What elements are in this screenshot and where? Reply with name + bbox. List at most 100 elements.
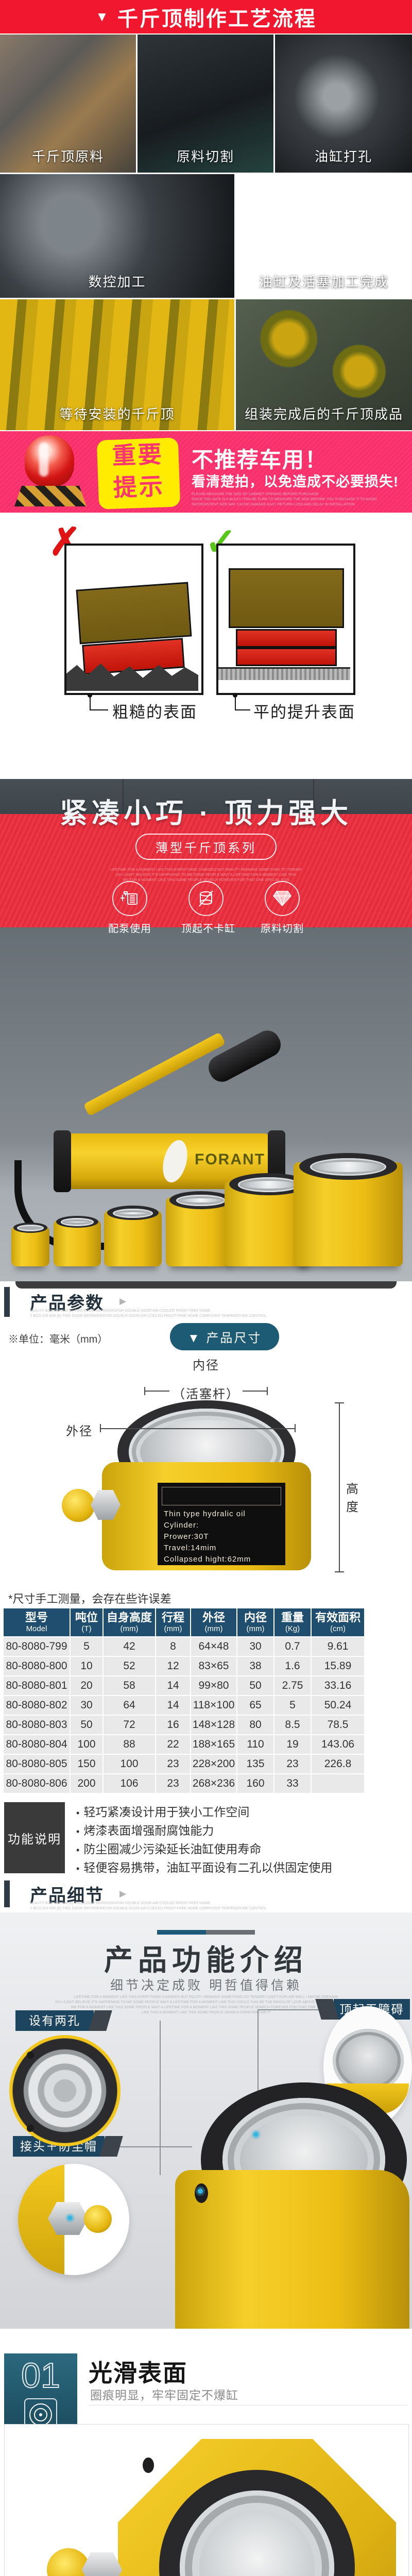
pump-icon [112,881,147,916]
process-photo-cutting: 原料切割 [138,35,273,173]
alarm-siren-icon [9,435,92,510]
callout-dot [253,2132,259,2137]
table-row: 80-8080-801 20 58 14 99×80 50 2.75 33.16 [4,1676,364,1695]
coupler-nut [82,2552,122,2576]
unit-note: ※单位：毫米（mm） [8,1334,108,1345]
section-01-title: 光滑表面 [89,2360,187,2386]
section-01-photo [4,2424,409,2576]
dim-label-piston: （活塞杆） [169,1384,243,1402]
function-notes-label: 功能说明 [4,1802,65,1873]
notice-fine-print: PLEASE MEASURE THE SIZE OF CABINET OPENI… [192,493,377,506]
callout-dot [198,2189,203,2194]
process-photo-waiting-jacks: 等待安装的千斤顶 [0,299,234,430]
connector-dot [88,693,92,698]
rough-surface-figure [64,544,203,695]
process-title-banner: ▼ 千斤顶制作工艺流程 [0,0,412,33]
process-photo-raw-material: 千斤顶原料 [0,35,136,173]
feature-cutting: 原料切割 [258,881,307,935]
mount-hole [27,2052,34,2059]
feature-no-stuck: 顶起不卡缸 [181,881,235,935]
two-tone-bar [157,1930,255,1935]
triangle-down-icon: ▼ [95,9,110,24]
photo-caption: 等待安装的千斤顶 [59,406,175,422]
dim-label-outer-diameter: 外径 [66,1425,93,1438]
photo-caption: 油缸打孔 [314,149,372,164]
promo-banner-section: 紧凑小巧 · 顶力强大 薄型千斤顶系列 LIFETIME FOR A MOMEN… [0,779,412,1281]
photo-caption: 原料切割 [176,149,234,164]
promo-fine-print: LIFETIME FOR A MOMENT LIKE THIS EVERYTHI… [110,868,302,882]
dimension-diagram: 内径 （活塞杆） Thin type hydralic oil Cylinder… [57,1355,358,1588]
dim-label-inner-diameter: 内径 [193,1359,219,1372]
table-row: 80-8080-802 30 64 14 118×100 65 5 50.24 [4,1696,364,1715]
diamond-icon [265,881,300,916]
promo-title: 紧凑小巧 · 顶力强大 [60,798,352,829]
coupler-detail-photo [18,2164,129,2275]
function-notes-list: 轻巧紧凑设计用于狭小工作空间 烤漆表面增强耐腐蚀能力 防尘圈减少污染延长油缸使用… [76,1803,396,1877]
process-photo-cnc: 数控加工 [0,174,234,298]
details-heading: 产品细节 [30,1886,104,1906]
jack-product-photo [104,1206,162,1266]
triangle-down-icon: ▼ [187,1331,201,1345]
product-size-button[interactable]: ▼ 产品尺寸 [170,1323,280,1350]
feature-icons-row: 配泵使用 顶起不卡缸 原料切割 [0,881,412,935]
callout-dot [67,2215,73,2221]
pump-lever [83,1032,226,1116]
table-row: 80-8080-804 100 88 22 188×165 110 19 143.06 [4,1735,364,1754]
spec-table: 型号 Model 吨位 (T) 自身高度 (mm) 行程 (mm) 外径 (mm) 内径(… [3,1607,365,1794]
jack-product-photo [294,1153,403,1266]
dim-label-height: 高度 [346,1482,359,1514]
process-photo-finished-jacks: 组装完成后的千斤顶成品 [236,299,412,430]
measure-note: *尺寸手工测量，会存在些许误差 [8,1592,171,1605]
jack-label-plate: Thin type hydralic oil Cylinder: Prower:… [158,1483,285,1565]
callout-line [120,2146,192,2147]
section-number: 01 [21,2356,61,2395]
section-01-subtitle: 圈痕明显，牢牢固定不爆缸 [90,2388,238,2402]
callout-two-holes: 设有两孔 [15,2010,94,2031]
connector-dot [233,693,237,698]
function-intro-hero: 产品功能介绍 细节决定成败 明哲值得信赖 LIFETIME FOR A MOME… [0,1912,412,2329]
hero-fine-print: LIFETIME FOR A MOMENT LIKE THIS EVERYTHI… [55,1995,357,2014]
connector-line [235,709,250,710]
surface-comparison-section: ✗ ✓ 粗糙的表面 平的提升表面 为了正确操作，所有油缸需与坚固的顶升表面相连，… [0,513,412,1289]
no-stuck-cylinder-icon [188,881,224,916]
heading-bar [4,1287,10,1317]
spec-table-header-row: 型号 Model 吨位 (T) 自身高度 (mm) 行程 (mm) 外径 (mm) 内径(… [4,1608,364,1636]
params-heading: 产品参数 [30,1294,104,1313]
connector-line [235,696,236,710]
mount-hole [27,2125,34,2132]
main-jack-photo [175,2082,409,2329]
mount-hole [143,2458,154,2473]
coupler-nut [91,1490,121,1520]
list-item: 轻巧紧凑设计用于狭小工作空间 [76,1803,396,1822]
connector-line [90,696,91,710]
photo-caption: 油缸及活塞加工完成 [259,274,389,290]
hero-title: 产品功能介绍 [104,1945,308,1977]
heading-arrow-icon: ▶ [119,1296,127,1306]
list-item: 轻便容易携带，油缸平面设有二孔以供固定使用 [76,1859,396,1877]
table-row: 80-8080-806 200 106 23 268×236 160 33 [4,1774,364,1793]
important-badge: 重要 提示 [96,437,181,510]
photo-caption: 千斤顶原料 [31,149,104,164]
params-en-subtext: BEAUTY BCD-218-WM (E) TWO DOOR REFRIGERA… [30,1309,267,1318]
flat-surface-caption: 平的提升表面 [253,703,355,721]
table-row: 80-8080-803 50 72 16 148×128 80 8.5 78.5 [4,1716,364,1734]
pump-end-cap [54,1130,71,1192]
callout-line [258,2009,318,2010]
badge-line2: 提示 [113,472,165,501]
jack-top-detail-photo [9,2035,121,2146]
list-item: 防尘圈减少污染延长油缸使用寿命 [76,1840,396,1859]
series-pill: 薄型千斤顶系列 [135,834,277,860]
process-photo-cylinders-done: 油缸及活塞加工完成 [236,174,412,298]
heading-bar [4,1880,10,1907]
table-row: 80-8080-799 5 42 8 64×48 30 0.7 9.61 [4,1637,364,1656]
jack-product-photo [54,1215,101,1266]
badge-line1: 重要 [111,440,164,469]
callout-line [160,2021,161,2175]
notice-subline: 看清楚拍，以免造成不必要损失! [192,474,399,489]
hero-subtitle: 细节决定成败 明哲值得信赖 [110,1978,302,1993]
photo-caption: 数控加工 [88,274,146,290]
details-en-subtext: BEAUTY BCD-218-WM (E) TWO DOOR REFRIGERA… [30,1902,267,1910]
flat-surface-figure [216,544,355,695]
rough-surface-caption: 粗糙的表面 [112,703,197,721]
